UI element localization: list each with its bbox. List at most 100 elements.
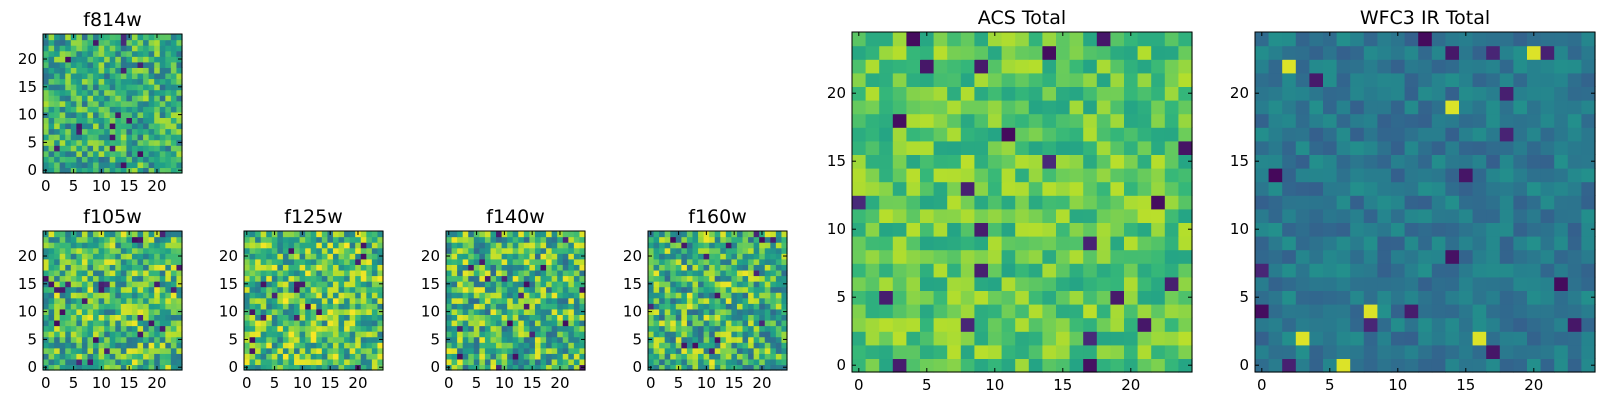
heatmap-cell: [709, 292, 716, 299]
heatmap-cell: [321, 247, 328, 254]
heatmap-cell: [1015, 127, 1030, 142]
heatmap-cell: [1459, 32, 1474, 47]
heatmap-cell: [720, 269, 727, 277]
heatmap-cell: [1295, 331, 1310, 346]
heatmap-cell: [59, 364, 66, 371]
heatmap-cell: [659, 242, 666, 249]
heatmap-cell: [70, 236, 77, 243]
heatmap-cell: [731, 331, 738, 338]
heatmap-cell: [698, 325, 705, 332]
heatmap-cell: [1581, 276, 1596, 291]
heatmap-cell: [137, 84, 144, 91]
heatmap-cell: [648, 258, 655, 265]
heatmap-cell: [1309, 249, 1324, 264]
heatmap-cell: [1178, 290, 1193, 305]
heatmap-cell: [551, 325, 558, 332]
heatmap-cell: [1178, 208, 1193, 223]
heatmap-cell: [48, 95, 55, 102]
heatmap-cell: [143, 67, 150, 74]
heatmap-cell: [753, 303, 760, 310]
heatmap-cell: [120, 247, 127, 254]
heatmap-cell: [115, 325, 122, 332]
heatmap-cell: [551, 247, 558, 254]
heatmap-cell: [104, 84, 111, 91]
heatmap-cell: [1418, 249, 1433, 264]
heatmap-cell: [960, 358, 975, 373]
heatmap-cell: [1056, 59, 1071, 74]
heatmap-cell: [1363, 59, 1378, 74]
heatmap-cell: [764, 281, 771, 288]
heatmap-cell: [1124, 331, 1139, 346]
heatmap-cell: [154, 314, 161, 321]
heatmap-cell: [327, 303, 334, 310]
heatmap-cell: [484, 347, 492, 354]
heatmap-cell: [1096, 331, 1111, 346]
heatmap-cell: [1042, 59, 1057, 74]
heatmap-cell: [98, 145, 105, 152]
heatmap-cell: [165, 139, 172, 146]
heatmap-cell: [93, 281, 100, 288]
heatmap-cell: [115, 61, 122, 68]
heatmap-cell: [165, 247, 172, 254]
heatmap-cell: [1164, 181, 1179, 196]
heatmap-cell: [115, 122, 122, 130]
heatmap-cell: [720, 364, 727, 371]
heatmap-cell: [501, 258, 508, 265]
heatmap-cell: [1110, 195, 1125, 210]
heatmap-cell: [1459, 263, 1474, 278]
heatmap-cell: [468, 292, 475, 299]
heatmap-cell: [692, 281, 699, 288]
heatmap-cell: [1431, 181, 1446, 196]
heatmap-cell: [294, 286, 301, 293]
heatmap-cell: [759, 314, 766, 321]
heatmap-cell: [81, 292, 89, 299]
heatmap-cell: [1513, 72, 1528, 87]
heatmap-cell: [260, 253, 267, 260]
heatmap-cell: [770, 242, 777, 249]
heatmap-cell: [1309, 276, 1324, 291]
heatmap-cell: [154, 56, 161, 63]
heatmap-cell: [344, 353, 351, 360]
y-tick-label: 0: [632, 358, 642, 376]
heatmap-cell: [159, 122, 166, 130]
heatmap-cell: [1323, 222, 1338, 237]
heatmap-cell: [148, 134, 155, 141]
heatmap-cell: [675, 353, 682, 360]
heatmap-cell: [349, 292, 356, 299]
heatmap-cell: [551, 319, 558, 327]
heatmap-cell: [1001, 113, 1016, 128]
heatmap-cell: [512, 269, 519, 277]
heatmap-cell: [659, 308, 666, 315]
heatmap-cell: [1581, 168, 1596, 183]
heatmap-cell: [933, 113, 948, 128]
heatmap-cell: [534, 314, 542, 321]
heatmap-cell: [479, 331, 486, 338]
heatmap-cell: [98, 314, 105, 321]
heatmap-cell: [906, 181, 921, 196]
heatmap-cell: [451, 253, 458, 260]
heatmap-cell: [1056, 222, 1071, 237]
heatmap-cell: [54, 281, 61, 288]
heatmap-cell: [1295, 236, 1310, 251]
heatmap-cell: [974, 100, 989, 115]
heatmap-cell: [1178, 32, 1193, 47]
heatmap-cell: [1581, 100, 1596, 115]
heatmap-cell: [947, 276, 962, 291]
heatmap-cell: [1015, 72, 1030, 87]
heatmap-cell: [65, 128, 72, 135]
heatmap-cell: [120, 95, 127, 102]
heatmap-cell: [1486, 276, 1501, 291]
heatmap-cell: [709, 331, 716, 338]
heatmap-cell: [159, 95, 166, 102]
heatmap-cell: [1391, 59, 1406, 74]
heatmap-cell: [366, 347, 373, 354]
heatmap-cell: [344, 331, 351, 338]
heatmap-cell: [98, 89, 105, 96]
heatmap-cell: [770, 331, 777, 338]
heatmap-cell: [573, 358, 581, 366]
heatmap-cell: [54, 258, 61, 265]
heatmap-cell: [1001, 72, 1016, 87]
heatmap-cell: [115, 100, 122, 107]
heatmap-cell: [1527, 72, 1542, 87]
heatmap-cell: [534, 281, 542, 288]
